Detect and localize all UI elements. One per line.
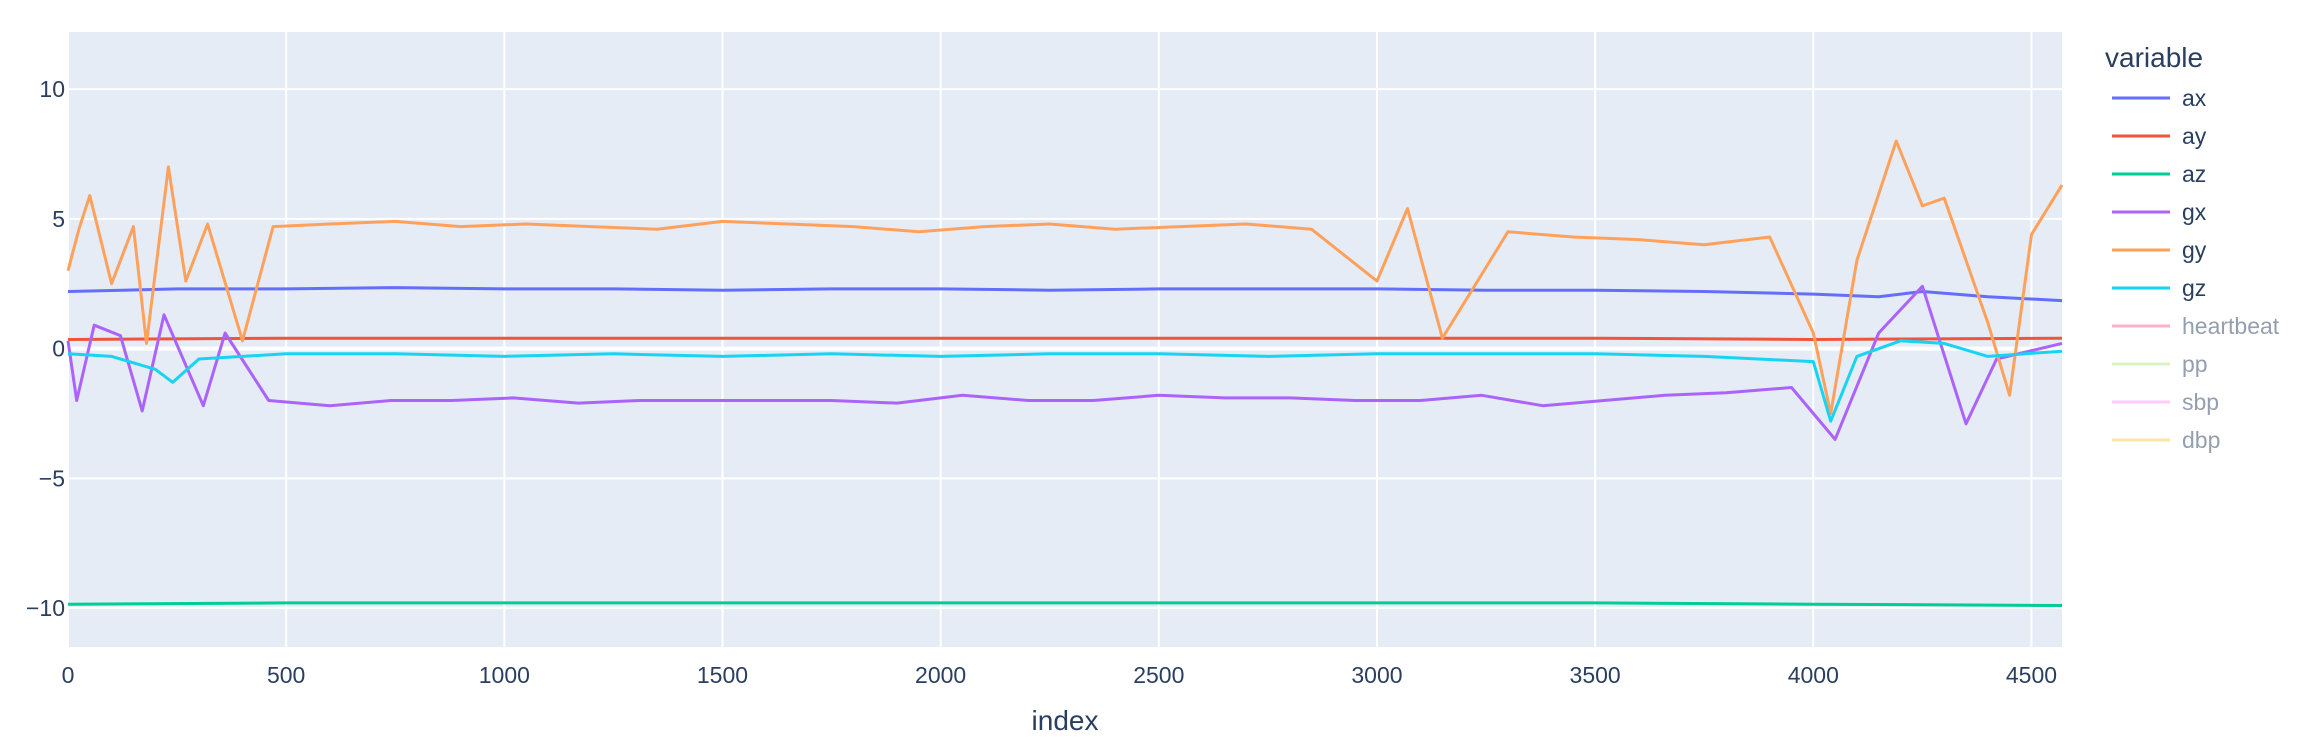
series-line-gx (66, 284, 2063, 441)
series-line-ay (67, 336, 2063, 341)
legend-label: sbp (2182, 389, 2219, 415)
legend-item-gy[interactable]: gy (2112, 237, 2207, 263)
legend-item-az[interactable]: az (2112, 161, 2206, 187)
x-tick-label: 4000 (1788, 662, 1839, 688)
x-tick-label: 4500 (2006, 662, 2057, 688)
legend-item-gx[interactable]: gx (2112, 199, 2207, 225)
x-tick-label: 500 (267, 662, 305, 688)
legend-label: ax (2182, 85, 2207, 111)
legend-item-heartbeat[interactable]: heartbeat (2112, 313, 2280, 339)
legend-item-gz[interactable]: gz (2112, 275, 2206, 301)
series-line-ax (67, 286, 2063, 303)
y-tick-label: 10 (39, 76, 65, 102)
series-line-az (67, 601, 2063, 607)
legend-label: gx (2182, 199, 2207, 225)
legend-items: ax ay az gx gy gz heartbeat pp sbp dbp (2112, 85, 2280, 453)
legend-title: variable (2105, 42, 2203, 73)
x-axis-ticks: 0 500 1000 1500 2000 2500 3000 3500 4000 4500 (62, 662, 2057, 688)
legend-item-sbp[interactable]: sbp (2112, 389, 2219, 415)
legend-label: pp (2182, 351, 2208, 377)
x-tick-label: 3500 (1570, 662, 1621, 688)
y-tick-label: 5 (52, 206, 65, 232)
x-tick-label: 0 (62, 662, 75, 688)
x-tick-label: 3000 (1351, 662, 1402, 688)
legend-label: az (2182, 161, 2206, 187)
series-lines (66, 139, 2064, 607)
x-tick-label: 1000 (479, 662, 530, 688)
legend-label: ay (2182, 123, 2207, 149)
x-tick-label: 2000 (915, 662, 966, 688)
legend-item-pp[interactable]: pp (2112, 351, 2208, 377)
legend-item-ay[interactable]: ay (2112, 123, 2207, 149)
y-tick-label: −10 (26, 595, 65, 621)
legend-label: gy (2182, 237, 2207, 263)
x-axis-title: index (1032, 705, 1099, 736)
legend-label: gz (2182, 275, 2206, 301)
legend-label: heartbeat (2182, 313, 2280, 339)
legend-label: dbp (2182, 427, 2220, 453)
y-axis-ticks: −10 −5 0 5 10 (26, 76, 65, 621)
series-line-gy (66, 139, 2064, 415)
y-tick-label: −5 (39, 465, 65, 491)
x-tick-label: 2500 (1133, 662, 1184, 688)
legend-item-ax[interactable]: ax (2112, 85, 2207, 111)
x-tick-label: 1500 (697, 662, 748, 688)
series-line-gz (67, 339, 2063, 423)
y-tick-label: 0 (52, 336, 65, 362)
legend-item-dbp[interactable]: dbp (2112, 427, 2220, 453)
legend: variable ax ay az gx gy gz heartbeat pp sbp dbp (2105, 42, 2280, 453)
